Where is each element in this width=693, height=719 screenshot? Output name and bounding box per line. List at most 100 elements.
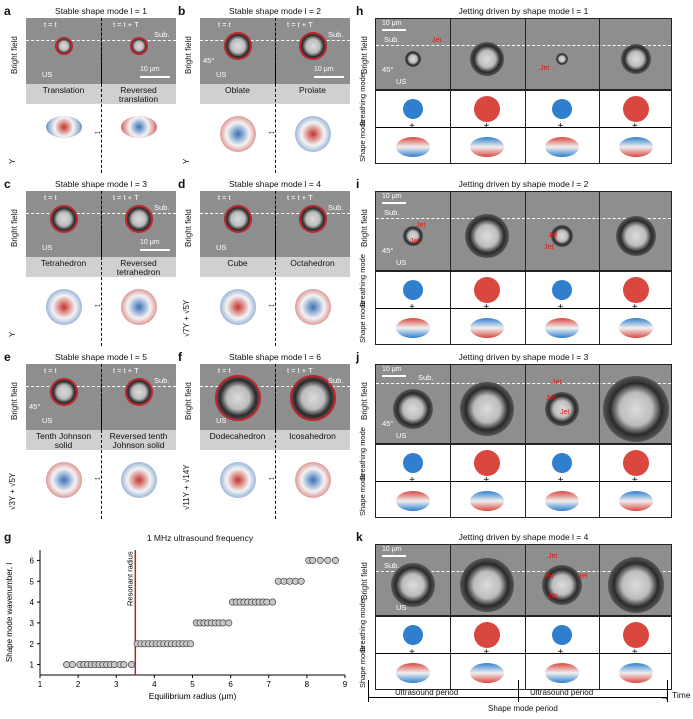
bubble-before <box>49 378 78 406</box>
bright-field-ylabel: Bright field <box>360 562 369 600</box>
frame-divider <box>598 445 600 517</box>
plus-sign: + <box>557 121 564 132</box>
substrate-line <box>376 383 671 384</box>
us-label: US <box>396 77 407 86</box>
harmonic-shape-left <box>219 289 256 325</box>
breathing-compressed <box>551 625 572 645</box>
frame-divider <box>524 272 526 344</box>
mode-separator <box>376 481 671 482</box>
bright-field-ylabel: Bright field <box>10 209 19 247</box>
frame-divider <box>524 365 526 443</box>
jet-label-2: Jet <box>552 379 562 386</box>
data-point <box>316 556 324 564</box>
plus-sign: + <box>557 302 564 313</box>
bright-field-ylabel: Bright field <box>10 382 19 420</box>
bubble-frame-1 <box>393 389 434 429</box>
frame-divider <box>598 192 600 270</box>
data-point <box>120 661 128 669</box>
shape-mode-shape <box>544 318 579 338</box>
harmonic-shape-right <box>294 116 331 152</box>
resonant-radius-label: Resonant radius <box>125 551 134 606</box>
time-label-2: t = t + T <box>287 193 313 202</box>
plus-sign: + <box>631 475 638 486</box>
panel-label-a: a <box>4 4 11 18</box>
data-point <box>127 661 136 669</box>
us-label: US <box>42 416 53 425</box>
panel-divider <box>101 364 102 519</box>
panel-title-j: Jetting driven by shape mode l = 3 <box>458 352 589 362</box>
time-label-1: t = t <box>44 193 57 202</box>
panel-divider <box>101 18 102 173</box>
plus-sign: + <box>409 647 415 658</box>
x-tick-label: 9 <box>343 680 348 689</box>
bubble-after <box>298 32 327 60</box>
substrate-line <box>376 218 671 219</box>
shape-mode-label: Shape mode <box>358 300 367 343</box>
breathing-compressed <box>403 99 424 119</box>
frame-divider <box>524 617 526 689</box>
harmonic-shape-left <box>219 116 256 152</box>
bubble-after <box>289 375 336 421</box>
panel-title-f: Stable shape mode l = 6 <box>229 352 321 362</box>
double-arrow: ↔ <box>93 472 102 482</box>
harmonic-shape-left <box>45 116 82 138</box>
harmonic-shape-left <box>45 289 82 325</box>
harmonic-label: √3Y + √5Y <box>8 472 17 510</box>
bubble-frame-2 <box>460 382 515 436</box>
mode-row-h: + + + + <box>375 90 672 164</box>
frame-divider <box>450 91 452 163</box>
x-axis-label: Equilibrium radius (μm) <box>149 691 237 701</box>
bubble-before <box>49 205 78 233</box>
harmonic-shape-right <box>294 289 331 325</box>
scale-label: 10 μm <box>382 546 402 553</box>
panel-label-g: g <box>4 530 12 544</box>
us-label: US <box>216 243 227 252</box>
substrate-line <box>376 45 671 46</box>
bright-field-strip-k: 10 μm Sub. US Jet Jet Jet Jet <box>375 544 672 616</box>
harmonic-label: √7Y + √5Y <box>182 299 191 337</box>
shape-mode-shape <box>470 663 505 683</box>
bubble-frame-1 <box>403 226 424 246</box>
y-tick-label: 5 <box>30 577 35 586</box>
panel-divider <box>275 18 276 173</box>
shape-mode-shape <box>396 137 431 157</box>
bubble-after <box>124 205 153 233</box>
bright-field-ylabel: Bright field <box>184 36 193 74</box>
mode-row-k: + + + + <box>375 616 672 690</box>
double-arrow: ↔ <box>267 472 276 482</box>
panel-label-b: b <box>178 4 186 18</box>
panel-label-f: f <box>178 350 182 364</box>
y-axis-label: Shape mode wavenumber, l <box>5 563 14 662</box>
time-arrow: → <box>660 692 669 702</box>
scale-label: 10 μm <box>382 366 402 373</box>
shape-name-right: Icosahedron <box>289 431 336 441</box>
breathing-expanded <box>622 277 649 303</box>
bright-field-strip-h: 10 μm Sub. 45° US Jet Jet <box>375 18 672 90</box>
bright-field-ylabel: Bright field <box>360 36 369 74</box>
scale-label: 10 μm <box>140 66 160 73</box>
x-tick-label: 8 <box>305 680 310 689</box>
shape-name-right: Prolate <box>299 85 326 95</box>
angle-label: 45° <box>203 56 215 65</box>
jet-label-2: Jet <box>544 573 554 580</box>
breathing-mode-label: Breathing mode <box>358 73 367 126</box>
us-label: US <box>42 70 53 79</box>
data-point <box>225 619 233 627</box>
substrate-label: Sub. <box>328 30 344 39</box>
bubble-frame-1 <box>405 51 422 67</box>
time-label-2: t = t + T <box>113 193 139 202</box>
double-arrow: ↔ <box>267 126 276 136</box>
harmonic-shape-right <box>120 289 157 325</box>
angle-label: 45° <box>382 65 394 74</box>
harmonic-shape-left <box>219 462 256 498</box>
jet-label-3: Jet <box>578 573 588 580</box>
panel-label-d: d <box>178 177 186 191</box>
angle-label: 45° <box>382 246 394 255</box>
plus-sign: + <box>409 121 415 132</box>
jet-label-3: Jet <box>560 409 570 416</box>
bubble-after <box>129 37 148 55</box>
shape-name-left: Tetrahedron <box>40 258 87 268</box>
shape-mode-shape <box>618 491 653 511</box>
mode-separator <box>376 653 671 654</box>
us-label: US <box>396 258 407 267</box>
